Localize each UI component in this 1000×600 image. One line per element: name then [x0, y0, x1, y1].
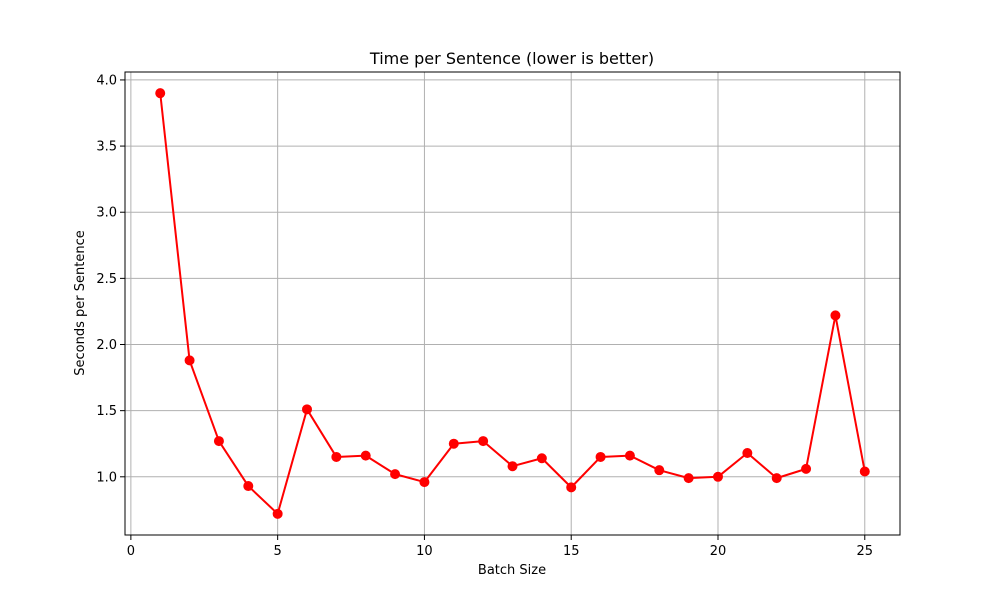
- y-tick-label: 4.0: [96, 73, 117, 88]
- data-point: [390, 469, 401, 480]
- data-point: [448, 438, 459, 449]
- data-point: [213, 436, 224, 447]
- data-point: [536, 453, 547, 464]
- data-point: [302, 404, 313, 415]
- x-axis-label: Batch Size: [478, 563, 546, 578]
- y-tick-label: 3.0: [96, 206, 117, 221]
- data-point: [243, 481, 254, 492]
- data-point: [272, 508, 283, 519]
- data-point: [478, 436, 489, 447]
- data-point: [419, 477, 430, 488]
- data-point: [566, 482, 577, 493]
- grid-lines: [125, 72, 900, 535]
- x-tick-label: 0: [127, 544, 135, 559]
- data-point: [830, 310, 841, 321]
- chart-title: Time per Sentence (lower is better): [369, 49, 654, 68]
- y-tick-label: 1.0: [96, 470, 117, 485]
- data-point: [360, 450, 371, 461]
- data-point: [859, 466, 870, 477]
- data-point: [801, 463, 812, 474]
- data-point: [331, 451, 342, 462]
- data-point: [155, 88, 166, 99]
- x-tick-label: 20: [710, 544, 727, 559]
- y-axis-label: Seconds per Sentence: [73, 230, 88, 375]
- data-point: [595, 451, 606, 462]
- data-point: [742, 447, 753, 458]
- x-tick-label: 5: [274, 544, 282, 559]
- y-tick-label: 3.5: [96, 140, 117, 155]
- series-line: [159, 93, 866, 515]
- data-point: [624, 450, 635, 461]
- data-point: [654, 465, 665, 476]
- data-series: [155, 88, 870, 519]
- y-tick-label: 2.5: [96, 272, 117, 287]
- x-tick-label: 10: [416, 544, 433, 559]
- data-point: [683, 473, 694, 484]
- plot-area-frame: [124, 71, 901, 536]
- data-point: [771, 473, 782, 484]
- data-point: [712, 471, 723, 482]
- y-tick-label: 1.5: [96, 404, 117, 419]
- x-tick-label: 15: [563, 544, 580, 559]
- y-tick-label: 2.0: [96, 338, 117, 353]
- axis-ticks: 0 5 10 15 20 25 1.0 1.5 2.0 2.5 3.0 3.5 4.0: [96, 73, 873, 559]
- data-point: [507, 461, 518, 472]
- x-tick-label: 25: [856, 544, 873, 559]
- data-point: [184, 355, 195, 366]
